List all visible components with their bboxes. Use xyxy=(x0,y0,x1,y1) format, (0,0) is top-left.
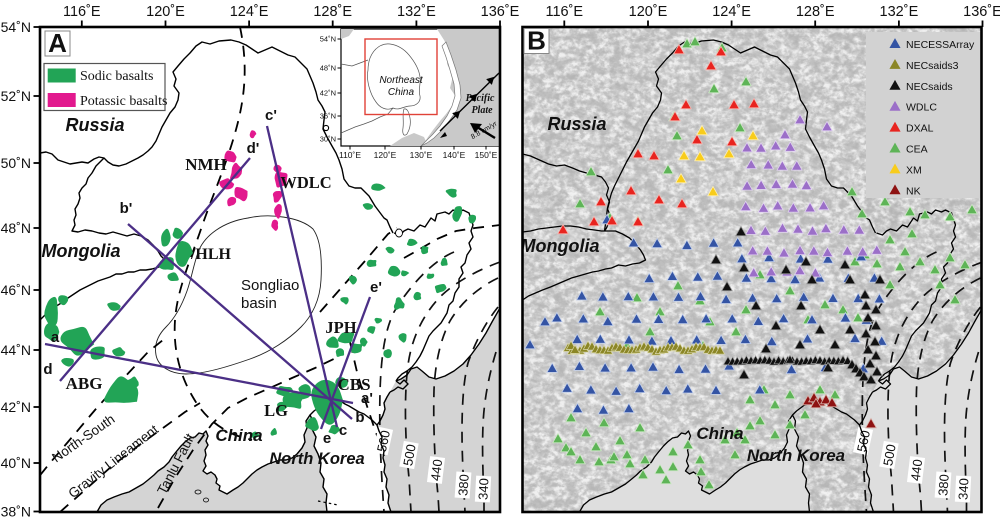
svg-text:124˚E: 124˚E xyxy=(230,4,269,20)
svg-text:Pacific: Pacific xyxy=(466,93,495,104)
svg-text:Songliao: Songliao xyxy=(241,277,299,294)
svg-text:440: 440 xyxy=(908,458,926,481)
svg-text:30˚N: 30˚N xyxy=(320,135,336,144)
svg-text:CBS: CBS xyxy=(337,375,370,394)
svg-text:136˚E: 136˚E xyxy=(481,4,520,20)
svg-text:500: 500 xyxy=(880,443,899,467)
svg-text:c: c xyxy=(339,422,347,439)
svg-text:Russia: Russia xyxy=(547,114,606,134)
svg-text:124˚E: 124˚E xyxy=(712,4,751,20)
svg-text:DXAL: DXAL xyxy=(906,123,934,135)
svg-text:e: e xyxy=(323,430,331,447)
svg-text:JPH: JPH xyxy=(325,318,356,337)
svg-text:B: B xyxy=(527,26,546,56)
svg-text:132˚E: 132˚E xyxy=(880,4,919,20)
svg-text:48˚N: 48˚N xyxy=(1,220,31,236)
svg-text:North Korea: North Korea xyxy=(747,446,845,465)
svg-text:CEA: CEA xyxy=(906,144,928,156)
svg-text:54˚N: 54˚N xyxy=(1,19,31,35)
svg-text:42˚N: 42˚N xyxy=(320,89,336,98)
svg-text:560: 560 xyxy=(374,429,393,453)
svg-text:136˚E: 136˚E xyxy=(963,4,1000,20)
svg-text:Northeast: Northeast xyxy=(379,75,424,86)
svg-text:128˚E: 128˚E xyxy=(313,4,352,20)
svg-text:NK: NK xyxy=(906,185,921,197)
svg-text:110˚E: 110˚E xyxy=(339,150,361,160)
svg-text:NECESSArray: NECESSArray xyxy=(906,39,975,51)
svg-text:340: 340 xyxy=(955,478,971,500)
svg-text:Mongolia: Mongolia xyxy=(42,241,121,261)
svg-text:Potassic basalts: Potassic basalts xyxy=(80,94,168,109)
svg-text:36˚N: 36˚N xyxy=(320,112,336,121)
svg-text:b': b' xyxy=(120,200,133,217)
svg-text:380: 380 xyxy=(455,474,471,497)
svg-text:132˚E: 132˚E xyxy=(397,4,436,20)
svg-text:b: b xyxy=(355,409,364,426)
svg-text:Sodic basalts: Sodic basalts xyxy=(80,69,154,84)
svg-text:North Korea: North Korea xyxy=(269,450,364,468)
svg-text:44˚N: 44˚N xyxy=(1,342,31,358)
svg-text:380: 380 xyxy=(935,474,951,497)
svg-text:130˚E: 130˚E xyxy=(410,150,433,160)
svg-text:NECsaids: NECsaids xyxy=(906,81,953,93)
svg-text:/HLH: /HLH xyxy=(190,246,232,263)
svg-text:52˚N: 52˚N xyxy=(1,88,31,104)
svg-text:LG: LG xyxy=(264,401,288,420)
svg-text:WDLC: WDLC xyxy=(906,102,937,114)
svg-text:40˚N: 40˚N xyxy=(1,455,31,471)
svg-text:e': e' xyxy=(370,279,382,296)
svg-text:150˚E: 150˚E xyxy=(475,150,498,160)
svg-text:120˚E: 120˚E xyxy=(374,150,397,160)
svg-text:54˚N: 54˚N xyxy=(320,35,336,44)
svg-text:A: A xyxy=(48,28,67,58)
svg-text:XM: XM xyxy=(906,164,922,176)
svg-text:128˚E: 128˚E xyxy=(796,4,835,20)
svg-text:China: China xyxy=(696,424,743,443)
svg-text:500: 500 xyxy=(400,443,419,467)
svg-text:Plate: Plate xyxy=(471,105,493,116)
svg-text:340: 340 xyxy=(475,478,491,500)
svg-text:China: China xyxy=(215,426,262,445)
svg-text:a: a xyxy=(51,329,60,346)
svg-text:116˚E: 116˚E xyxy=(545,4,583,20)
svg-text:d': d' xyxy=(247,140,260,157)
svg-text:NMH: NMH xyxy=(185,155,227,174)
svg-text:38˚N: 38˚N xyxy=(1,504,31,520)
svg-text:a': a' xyxy=(361,390,373,407)
svg-text:48˚N: 48˚N xyxy=(320,64,336,73)
svg-text:WDLC: WDLC xyxy=(280,173,331,192)
svg-text:116˚E: 116˚E xyxy=(63,4,101,20)
svg-text:China: China xyxy=(388,87,415,98)
svg-text:ABG: ABG xyxy=(66,374,103,393)
svg-text:c': c' xyxy=(265,107,277,124)
svg-text:46˚N: 46˚N xyxy=(1,282,31,298)
svg-text:440: 440 xyxy=(428,458,446,481)
svg-text:140˚E: 140˚E xyxy=(443,150,466,160)
svg-text:120˚E: 120˚E xyxy=(629,4,668,20)
svg-text:d: d xyxy=(43,361,52,378)
svg-text:42˚N: 42˚N xyxy=(1,399,31,415)
svg-text:Russia: Russia xyxy=(65,115,124,135)
svg-text:NECsaids3: NECsaids3 xyxy=(906,60,959,72)
svg-text:50˚N: 50˚N xyxy=(1,155,31,171)
svg-text:120˚E: 120˚E xyxy=(146,4,185,20)
svg-text:Mongolia: Mongolia xyxy=(521,236,600,256)
svg-text:basin: basin xyxy=(241,295,277,312)
